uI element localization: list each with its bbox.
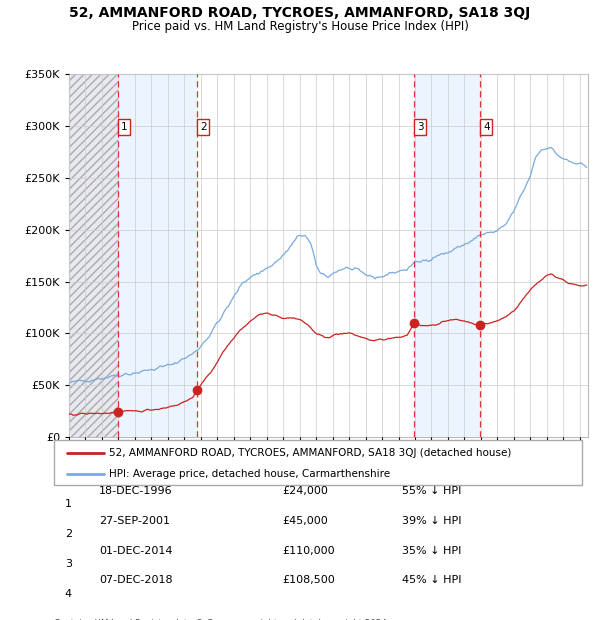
Bar [69,74,118,437]
Bar [69,74,118,437]
Text: 39% ↓ HPI: 39% ↓ HPI [402,516,461,526]
Text: £110,000: £110,000 [282,546,335,556]
Text: 1: 1 [121,122,128,132]
FancyBboxPatch shape [54,440,582,485]
Text: HPI: Average price, detached house, Carmarthenshire: HPI: Average price, detached house, Carm… [109,469,391,479]
Text: 45% ↓ HPI: 45% ↓ HPI [402,575,461,585]
Text: 2: 2 [200,122,206,132]
Text: £108,500: £108,500 [282,575,335,585]
Text: Price paid vs. HM Land Registry's House Price Index (HPI): Price paid vs. HM Land Registry's House … [131,20,469,33]
Text: 2: 2 [65,529,72,539]
Bar [413,74,480,437]
Text: £24,000: £24,000 [282,486,328,496]
Text: 35% ↓ HPI: 35% ↓ HPI [402,546,461,556]
Text: 55% ↓ HPI: 55% ↓ HPI [402,486,461,496]
Text: Contains HM Land Registry data © Crown copyright and database right 2024.
This d: Contains HM Land Registry data © Crown c… [54,619,389,620]
Text: £45,000: £45,000 [282,516,328,526]
Bar [118,74,197,437]
Text: 3: 3 [65,559,72,569]
Text: 4: 4 [483,122,490,132]
Text: 52, AMMANFORD ROAD, TYCROES, AMMANFORD, SA18 3QJ: 52, AMMANFORD ROAD, TYCROES, AMMANFORD, … [70,6,530,20]
Text: 4: 4 [65,588,72,599]
Text: 1: 1 [65,499,72,510]
Text: 3: 3 [417,122,424,132]
Text: 27-SEP-2001: 27-SEP-2001 [99,516,170,526]
Text: 18-DEC-1996: 18-DEC-1996 [99,486,173,496]
Text: 01-DEC-2014: 01-DEC-2014 [99,546,173,556]
Text: 52, AMMANFORD ROAD, TYCROES, AMMANFORD, SA18 3QJ (detached house): 52, AMMANFORD ROAD, TYCROES, AMMANFORD, … [109,448,512,458]
Text: 07-DEC-2018: 07-DEC-2018 [99,575,173,585]
